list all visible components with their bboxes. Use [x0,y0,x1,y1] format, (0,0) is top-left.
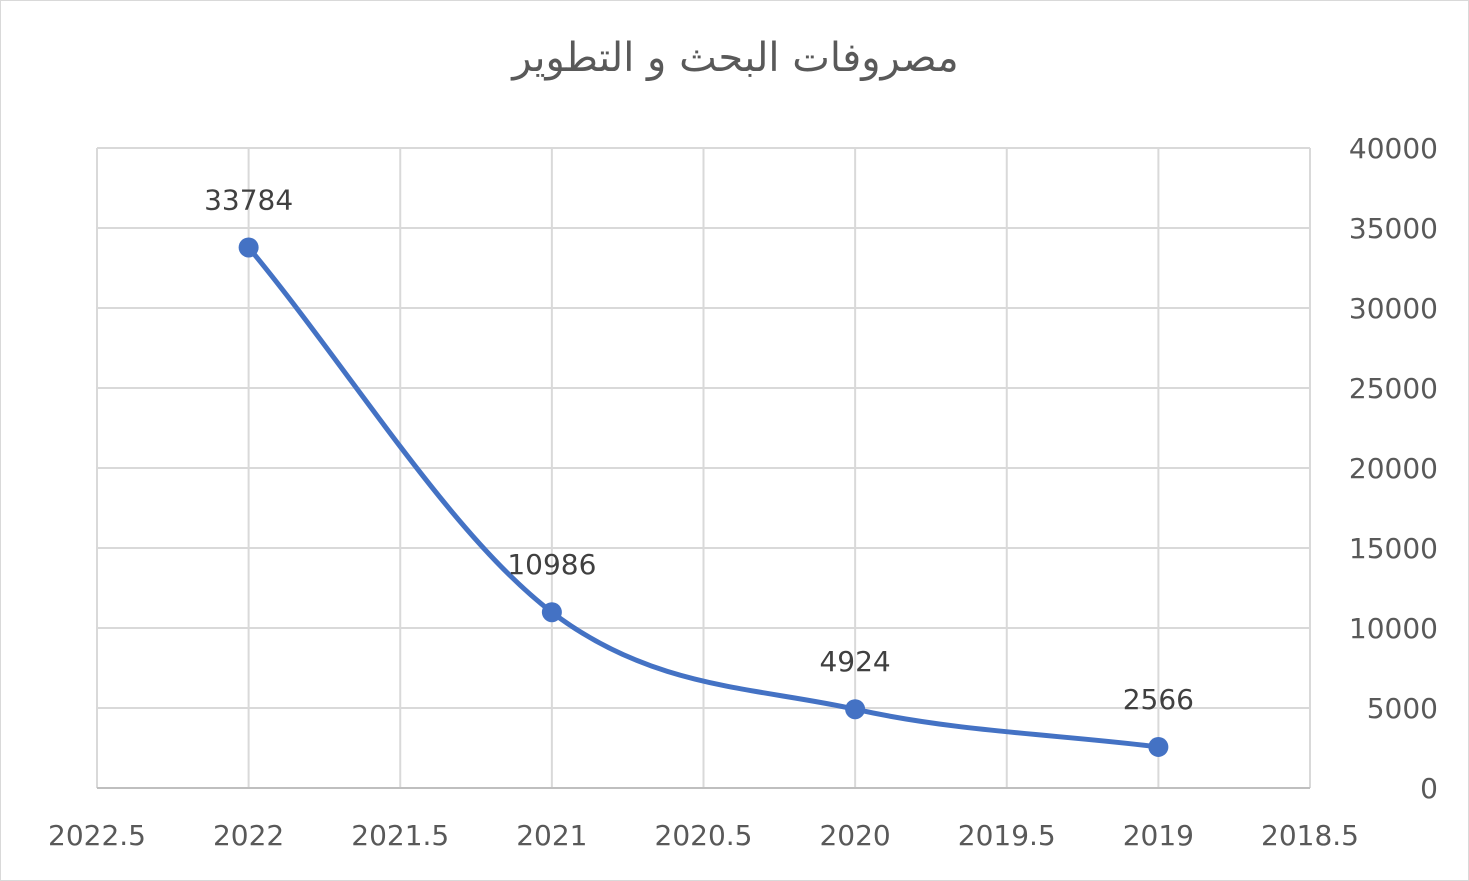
x-tick-label: 2019.5 [958,819,1056,852]
y-tick-label: 20000 [1349,452,1438,485]
data-point [845,699,866,720]
y-axis-ticks: 40000 35000 30000 25000 20000 15000 10000 5000 0 [1349,132,1438,805]
y-tick-label: 25000 [1349,372,1438,405]
chart-title: مصروفات البحث و التطوير [512,35,959,81]
data-label: 33784 [204,183,293,216]
series [238,237,1169,757]
x-tick-label: 2020.5 [655,819,753,852]
y-tick-label: 35000 [1349,212,1438,245]
x-tick-label: 2021.5 [351,819,449,852]
data-labels: 33784 10986 4924 2566 [204,183,1194,715]
x-tick-label: 2020 [819,819,890,852]
x-tick-label: 2022 [213,819,284,852]
y-tick-label: 5000 [1367,692,1438,725]
x-tick-label: 2022.5 [48,819,146,852]
data-label: 4924 [819,645,890,678]
y-tick-label: 15000 [1349,532,1438,565]
series-line [246,244,1161,750]
y-tick-label: 0 [1420,772,1438,805]
gridlines [96,147,1311,789]
data-label: 10986 [507,548,596,581]
y-tick-label: 40000 [1349,132,1438,165]
data-point [541,602,562,623]
y-tick-label: 30000 [1349,292,1438,325]
data-point [238,237,259,258]
x-tick-label: 2021 [516,819,587,852]
data-label: 2566 [1123,683,1194,716]
data-point [1148,736,1169,757]
y-tick-label: 10000 [1349,612,1438,645]
x-tick-label: 2018.5 [1261,819,1359,852]
x-axis-ticks: 2022.5 2022 2021.5 2021 2020.5 2020 2019.5 2019… [48,819,1359,852]
x-tick-label: 2019 [1123,819,1194,852]
